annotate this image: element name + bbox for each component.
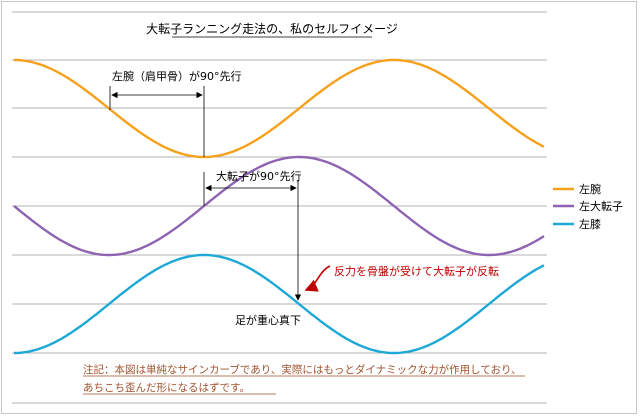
- legend-label-1: 左大転子: [579, 199, 623, 213]
- annotation-markers: [109, 86, 331, 301]
- note-line-2: あちこち歪んだ形になるはずです。: [83, 382, 250, 394]
- legend-label-0: 左腕: [579, 182, 601, 196]
- legend-label-2: 左膝: [579, 218, 601, 231]
- grid-lines: [12, 11, 547, 404]
- series-lines: [13, 58, 545, 355]
- reaction-arrow: [304, 265, 331, 292]
- series-line-1: [13, 155, 545, 257]
- foot-label: 足が重心真下: [235, 313, 301, 327]
- chart-title: 大転子ランニング走法の、私のセルフイメージ: [146, 22, 398, 36]
- series-line-0: [14, 58, 545, 159]
- arm-lead-label: 左腕（肩甲骨）が90°先行: [112, 69, 242, 83]
- hip-lead-label: 大転子が90°先行: [216, 169, 302, 183]
- reaction-label: 反力を骨盤が受けて大転子が反転: [334, 264, 499, 278]
- note-line-1: 注記：本図は単純なサインカーブであり、実際にはもっとダイナミックな力が作用してお…: [83, 363, 522, 376]
- series-line-2: [14, 253, 545, 355]
